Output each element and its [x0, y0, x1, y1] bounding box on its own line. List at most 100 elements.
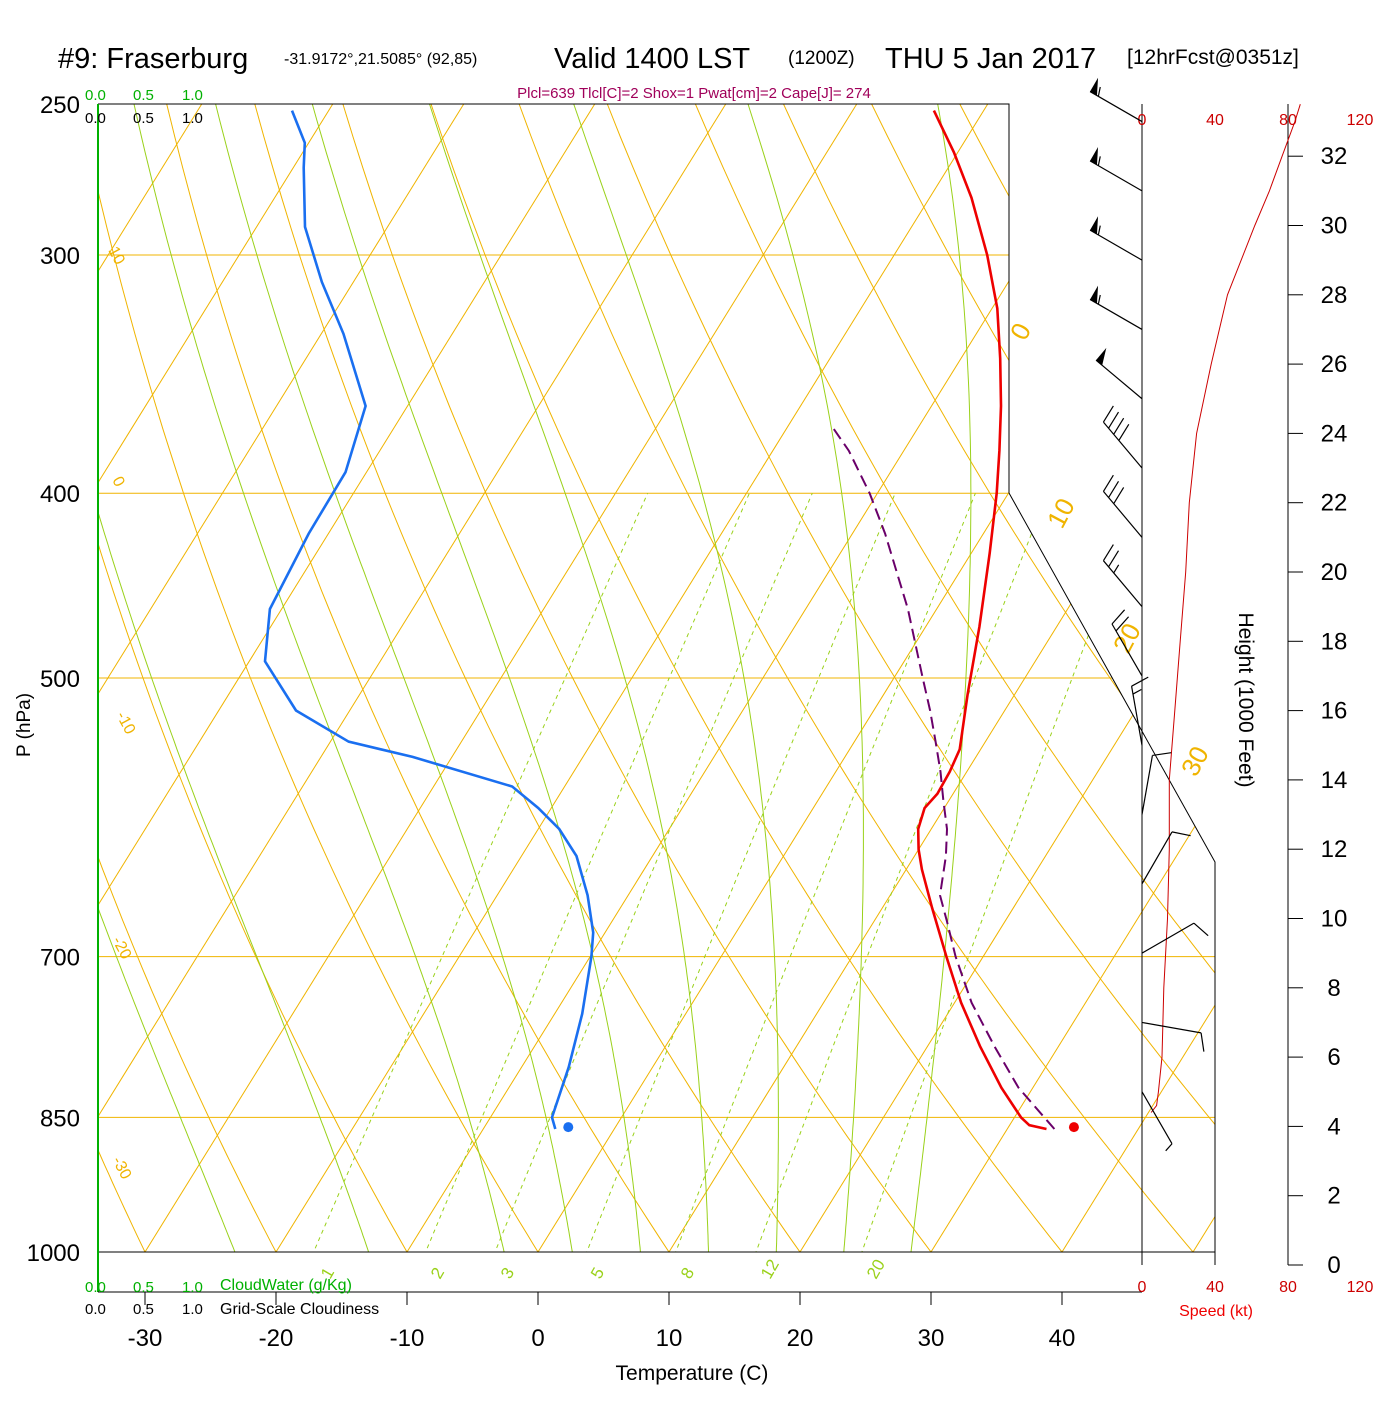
- pressure-tick-label: 400: [40, 481, 80, 508]
- cloudiness-tick-top: 0.5: [133, 110, 154, 127]
- wind-barb: [1090, 286, 1142, 330]
- height-tick-label: 18: [1321, 628, 1348, 655]
- barb-flag: [1103, 545, 1113, 561]
- barb-staff: [1142, 1022, 1201, 1032]
- mixing-ratio-line: [409, 493, 750, 1292]
- pressure-tick-label: 1000: [27, 1240, 80, 1267]
- barb-flag: [1194, 923, 1208, 936]
- mixing-ratio-label: 3: [497, 1264, 518, 1282]
- dry-adiabat: [159, 70, 696, 1292]
- barb-half-flag: [1166, 1144, 1172, 1151]
- speed-tick-bottom: 0: [1138, 1279, 1147, 1296]
- height-tick-label: 32: [1321, 143, 1348, 170]
- cloudiness-tick-bottom: 0.0: [85, 1301, 106, 1318]
- barb-flag: [1132, 677, 1149, 686]
- cloudwater-tick-top: 1.0: [182, 87, 203, 104]
- isotherm-label: 10: [104, 244, 127, 268]
- dry-adiabat: [1117, 70, 1400, 1292]
- height-tick-label: 24: [1321, 420, 1348, 447]
- barb-half-flag: [1098, 87, 1100, 96]
- wind-barb: [1142, 753, 1171, 815]
- barb-pennant: [1096, 348, 1106, 365]
- barb-staff: [1103, 491, 1142, 537]
- mixing-ratio-line: [571, 493, 895, 1292]
- x-tick-label: 30: [918, 1325, 945, 1352]
- pressure-tick-label: 700: [40, 945, 80, 972]
- cloudiness-tick-bottom: 1.0: [182, 1301, 203, 1318]
- moist-adiabat: [748, 104, 863, 1292]
- barb-staff: [1142, 923, 1194, 953]
- dry-adiabat: [333, 70, 962, 1292]
- valid-time: Valid 1400 LST: [554, 43, 750, 75]
- wind-barb: [1103, 475, 1142, 537]
- dry-adiabat: [855, 70, 1400, 1292]
- mixing-ratio-label: 8: [677, 1264, 698, 1282]
- barb-staff: [1142, 755, 1152, 814]
- mixing-ratio-line: [296, 493, 648, 1292]
- isotherm-label: -20: [108, 934, 134, 962]
- height-tick-label: 12: [1321, 836, 1348, 863]
- forecast-label: [12hrFcst@0351z]: [1127, 46, 1299, 69]
- station-coords: -31.9172°,21.5085° (92,85): [284, 51, 477, 68]
- height-tick-label: 16: [1321, 698, 1348, 725]
- pressure-tick-label: 850: [40, 1105, 80, 1132]
- height-tick-label: 0: [1327, 1252, 1340, 1279]
- moist-adiabat: [430, 104, 710, 1292]
- wind-barb: [1142, 832, 1191, 884]
- surface-dewpoint-dot: [563, 1122, 573, 1132]
- barb-half-flag: [1098, 295, 1100, 304]
- wind-barb: [1090, 216, 1142, 260]
- dry-adiabat: [1204, 70, 1400, 1292]
- x-tick-label: 40: [1049, 1325, 1076, 1352]
- speed-tick-top: 120: [1347, 112, 1374, 129]
- speed-tick-bottom: 120: [1347, 1279, 1374, 1296]
- barb-flag: [1109, 481, 1119, 497]
- x-tick-label: 0: [531, 1325, 544, 1352]
- height-tick-label: 10: [1321, 906, 1348, 933]
- height-tick-label: 14: [1321, 767, 1348, 794]
- dry-adiabat: [943, 70, 1400, 1292]
- sounding-indices: Plcl=639 Tlcl[C]=2 Shox=1 Pwat[cm]=2 Cap…: [517, 85, 871, 102]
- x-tick-label: 10: [656, 1325, 683, 1352]
- speed-tick-top: 40: [1206, 112, 1224, 129]
- moist-adiabat: [906, 104, 971, 1292]
- moist-adiabat: [216, 104, 579, 1292]
- isotherm-label: -30: [108, 1154, 134, 1182]
- wind-barb: [1103, 406, 1142, 468]
- height-axis-title: Height (1000 Feet): [1234, 612, 1257, 787]
- wind-barb: [1096, 348, 1142, 399]
- dry-adiabat: [0, 70, 165, 1292]
- height-tick-label: 2: [1327, 1183, 1340, 1210]
- cloudwater-tick-top: 0.5: [133, 87, 154, 104]
- wind-barb: [1142, 1022, 1204, 1051]
- utc-time: (1200Z): [788, 48, 855, 69]
- mixing-ratio-label: 2: [427, 1264, 448, 1282]
- moist-adiabat: [134, 104, 513, 1292]
- wind-barb: [1142, 923, 1208, 953]
- sounding-profiles: [265, 111, 1079, 1133]
- barb-half-flag: [1098, 156, 1100, 165]
- barb-flag: [1103, 406, 1113, 422]
- wind-barb: [1090, 78, 1142, 122]
- cloudiness-tick-top: 0.0: [85, 110, 106, 127]
- height-tick-label: 28: [1321, 282, 1348, 309]
- height-tick-label: 4: [1327, 1113, 1340, 1140]
- speed-axis-title: Speed (kt): [1179, 1303, 1253, 1320]
- barb-half-flag: [1098, 226, 1100, 235]
- wind-speed-trace: [1151, 104, 1300, 1112]
- mixing-ratio-label: 20: [863, 1256, 889, 1282]
- barb-half-flag: [1133, 690, 1141, 695]
- isotherm-label: -10: [112, 709, 138, 737]
- x-tick-label: -30: [128, 1325, 163, 1352]
- wind-panel: 0246810121416182022242628303200404080801…: [1090, 78, 1373, 1296]
- y-axis-title: P (hPa): [14, 693, 35, 757]
- wind-barb: [1090, 147, 1142, 191]
- height-tick-label: 6: [1327, 1044, 1340, 1071]
- cloudiness-label: Grid-Scale Cloudiness: [220, 1301, 379, 1318]
- station-title: #9: Fraserburg: [58, 43, 248, 75]
- barb-flag: [1109, 412, 1119, 428]
- isotherm-label: 20: [1107, 618, 1147, 658]
- pressure-tick-label: 500: [40, 666, 80, 693]
- barb-flag: [1114, 487, 1124, 503]
